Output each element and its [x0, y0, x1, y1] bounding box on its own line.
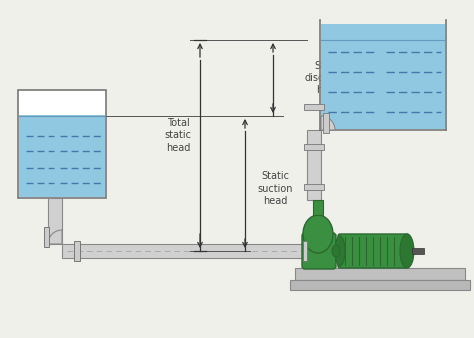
Wedge shape — [321, 116, 335, 130]
Ellipse shape — [303, 215, 333, 253]
Bar — [295, 268, 465, 280]
Bar — [18, 90, 106, 198]
Bar — [304, 104, 324, 110]
Bar — [323, 113, 329, 133]
Bar — [412, 248, 424, 254]
Text: Static
suction
head: Static suction head — [257, 171, 293, 206]
FancyBboxPatch shape — [338, 234, 409, 268]
Bar — [304, 144, 324, 150]
Bar — [19, 115, 105, 197]
FancyBboxPatch shape — [302, 233, 336, 269]
Bar — [321, 24, 445, 129]
Bar — [74, 241, 80, 261]
Bar — [303, 241, 307, 261]
Bar — [304, 184, 324, 190]
Bar — [48, 198, 62, 244]
Text: Total
static
head: Total static head — [164, 118, 191, 153]
Bar — [290, 280, 470, 290]
Bar — [307, 130, 321, 200]
Ellipse shape — [400, 234, 414, 268]
Ellipse shape — [335, 236, 345, 266]
Bar — [320, 116, 321, 130]
Text: Static
discharge
head: Static discharge head — [304, 61, 352, 95]
Ellipse shape — [332, 245, 340, 257]
Bar — [44, 227, 49, 247]
Bar — [313, 200, 323, 215]
Bar — [62, 244, 305, 258]
Wedge shape — [48, 230, 62, 244]
